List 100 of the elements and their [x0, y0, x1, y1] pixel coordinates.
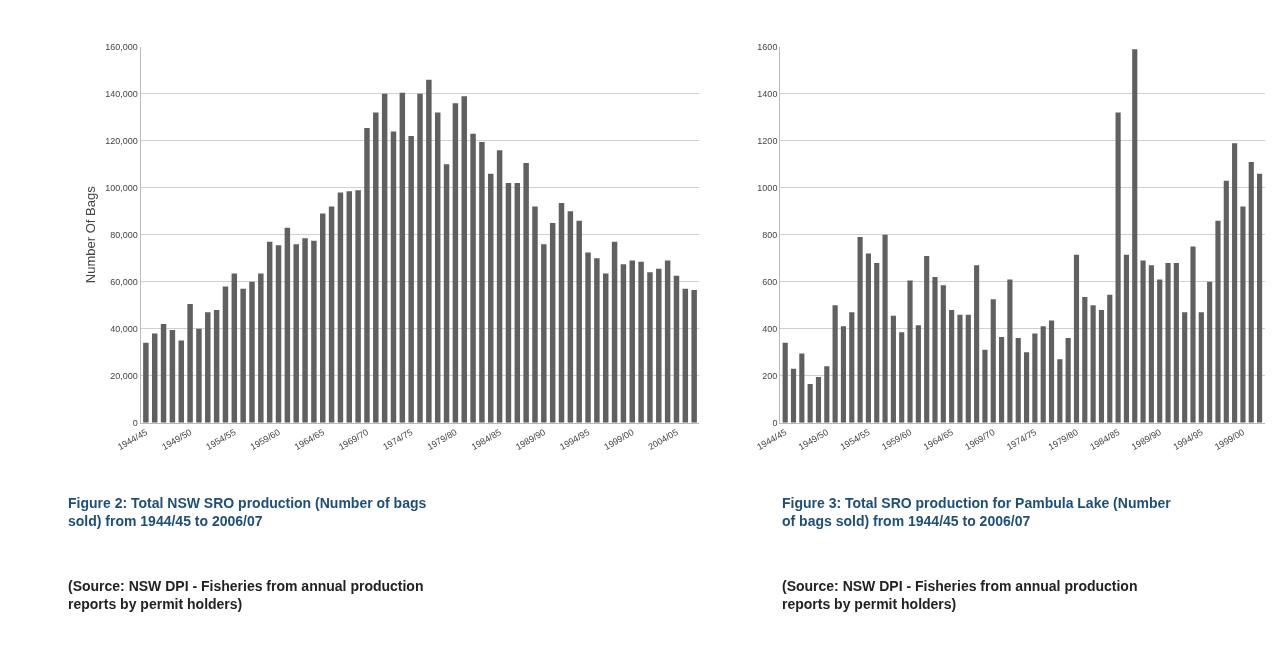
bar: [799, 353, 805, 423]
bar: [1065, 338, 1071, 423]
y-tick-label: 600: [762, 276, 778, 287]
bar: [284, 227, 291, 423]
bar: [426, 79, 432, 423]
bar: [355, 190, 361, 423]
bar: [1140, 260, 1146, 423]
bar: [815, 376, 822, 423]
bar: [1232, 143, 1238, 423]
bar: [924, 255, 930, 423]
bar: [213, 309, 220, 423]
bar: [664, 260, 671, 423]
y-tick-label: 1400: [757, 88, 778, 99]
y-tick-label: 0: [132, 417, 138, 428]
bar: [1090, 305, 1096, 423]
bar: [656, 268, 662, 423]
bar: [990, 299, 996, 423]
y-tick-label: 60,000: [110, 276, 138, 287]
text: (Source: NSW DPI - Fisheries from annual production reports by permit holders): [68, 578, 424, 613]
bar: [940, 285, 946, 423]
bar: [629, 260, 635, 423]
y-tick-label: 20,000: [110, 370, 138, 381]
bar: [857, 237, 863, 423]
caption: Figure 3: Total SRO production for Pambula Lake (Number of bags sold) from 1944/45 to 2006/07: [782, 495, 1172, 530]
bar: [514, 183, 521, 423]
bar: [496, 150, 503, 423]
bar: [178, 340, 184, 423]
bar: [890, 315, 896, 423]
bar: [558, 203, 565, 423]
bar: [169, 329, 176, 423]
bar: [824, 366, 830, 423]
bar: [882, 234, 888, 423]
y-tick-label: 160,000: [105, 42, 138, 52]
bar: [915, 325, 921, 423]
text: (Source: NSW DPI - Fisheries from annual production reports by permit holders): [782, 578, 1138, 613]
bar: [302, 238, 308, 423]
bar: [1023, 352, 1030, 423]
bar: [907, 280, 913, 423]
bar: [249, 281, 255, 423]
bar: [682, 288, 689, 423]
bar: [874, 262, 880, 423]
bar: [320, 213, 326, 423]
bar: [602, 273, 609, 423]
bar: [567, 211, 574, 423]
bar: [949, 309, 955, 423]
bar: [1007, 279, 1013, 423]
bar: [532, 206, 538, 423]
bar: [647, 272, 653, 423]
y-tick-label: 120,000: [105, 135, 138, 146]
bar: [443, 164, 450, 423]
bar: [1157, 279, 1163, 423]
bar: [965, 314, 971, 423]
y-tick-label: 1600: [757, 42, 778, 52]
bar: [479, 141, 485, 423]
bar: [1132, 49, 1138, 423]
y-axis-title: Number Of Bags: [83, 185, 99, 284]
y-tick-label: 1200: [757, 135, 778, 146]
bar: [364, 127, 370, 423]
bar: [549, 223, 556, 423]
bar: [1098, 309, 1105, 423]
bar: [381, 93, 388, 423]
bar: [865, 253, 871, 423]
bar: [187, 304, 193, 423]
caption: Figure 2: Total NSW SRO production (Number of bags sold) from 1944/45 to 2006/07: [68, 495, 427, 530]
y-tick-label: 140,000: [105, 88, 138, 99]
bar: [231, 273, 238, 423]
bar: [1165, 262, 1171, 423]
y-tick-label: 0: [772, 417, 778, 428]
bar: [390, 131, 397, 423]
bar: [205, 312, 211, 423]
bar: [452, 103, 459, 423]
bar: [196, 328, 202, 423]
bar: [541, 244, 547, 423]
bar: [1190, 246, 1196, 423]
bar: [1207, 281, 1213, 423]
bar: [222, 286, 229, 423]
bar: [1015, 338, 1021, 423]
bar: [1107, 294, 1113, 423]
bar: [1148, 265, 1154, 423]
y-tick-label: 100,000: [105, 182, 138, 193]
bar: [982, 349, 988, 423]
bar: [807, 383, 813, 423]
bar: [999, 336, 1005, 423]
bar: [1173, 262, 1179, 423]
bar: [337, 192, 344, 423]
bar: [585, 252, 591, 423]
bar: [576, 220, 582, 423]
bar: [1040, 326, 1046, 423]
y-tick-label: 200: [762, 370, 778, 381]
bar: [1057, 359, 1063, 423]
bar: [849, 312, 855, 423]
bar: [957, 314, 963, 423]
bar: [832, 305, 838, 423]
y-tick-label: 80,000: [110, 229, 138, 240]
bar: [673, 275, 680, 423]
bar: [620, 264, 627, 423]
bar: [1240, 206, 1246, 423]
bar: [1198, 312, 1204, 423]
bar: [399, 92, 406, 423]
bar: [1215, 220, 1221, 423]
